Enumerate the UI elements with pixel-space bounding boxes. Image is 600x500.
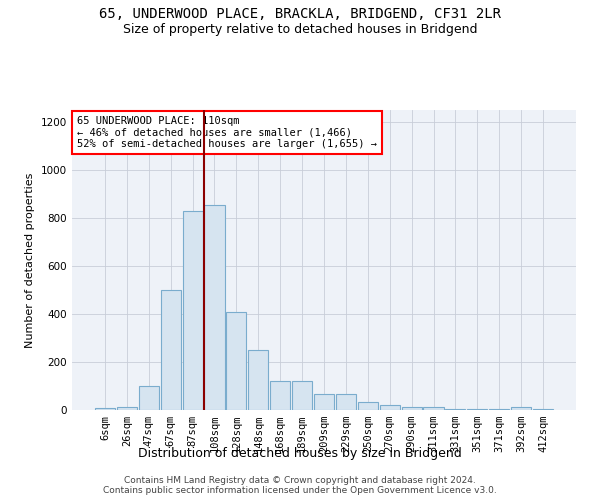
Text: Distribution of detached houses by size in Bridgend: Distribution of detached houses by size … bbox=[138, 448, 462, 460]
Text: Size of property relative to detached houses in Bridgend: Size of property relative to detached ho… bbox=[123, 22, 477, 36]
Y-axis label: Number of detached properties: Number of detached properties bbox=[25, 172, 35, 348]
Bar bbox=[424, 406, 443, 410]
Bar bbox=[292, 381, 312, 410]
Bar bbox=[401, 406, 422, 410]
Bar bbox=[117, 406, 137, 410]
Bar bbox=[467, 409, 487, 410]
Bar bbox=[336, 394, 356, 410]
Bar bbox=[182, 211, 203, 410]
Bar bbox=[533, 409, 553, 410]
Bar bbox=[314, 394, 334, 410]
Bar bbox=[445, 409, 466, 410]
Bar bbox=[161, 290, 181, 410]
Bar bbox=[358, 402, 378, 410]
Bar bbox=[139, 386, 159, 410]
Bar bbox=[248, 350, 268, 410]
Text: 65, UNDERWOOD PLACE, BRACKLA, BRIDGEND, CF31 2LR: 65, UNDERWOOD PLACE, BRACKLA, BRIDGEND, … bbox=[99, 8, 501, 22]
Bar bbox=[380, 404, 400, 410]
Text: 65 UNDERWOOD PLACE: 110sqm
← 46% of detached houses are smaller (1,466)
52% of s: 65 UNDERWOOD PLACE: 110sqm ← 46% of deta… bbox=[77, 116, 377, 149]
Bar bbox=[511, 407, 531, 410]
Bar bbox=[226, 312, 247, 410]
Bar bbox=[489, 409, 509, 410]
Bar bbox=[95, 408, 115, 410]
Bar bbox=[205, 205, 224, 410]
Bar bbox=[270, 381, 290, 410]
Text: Contains HM Land Registry data © Crown copyright and database right 2024.
Contai: Contains HM Land Registry data © Crown c… bbox=[103, 476, 497, 495]
